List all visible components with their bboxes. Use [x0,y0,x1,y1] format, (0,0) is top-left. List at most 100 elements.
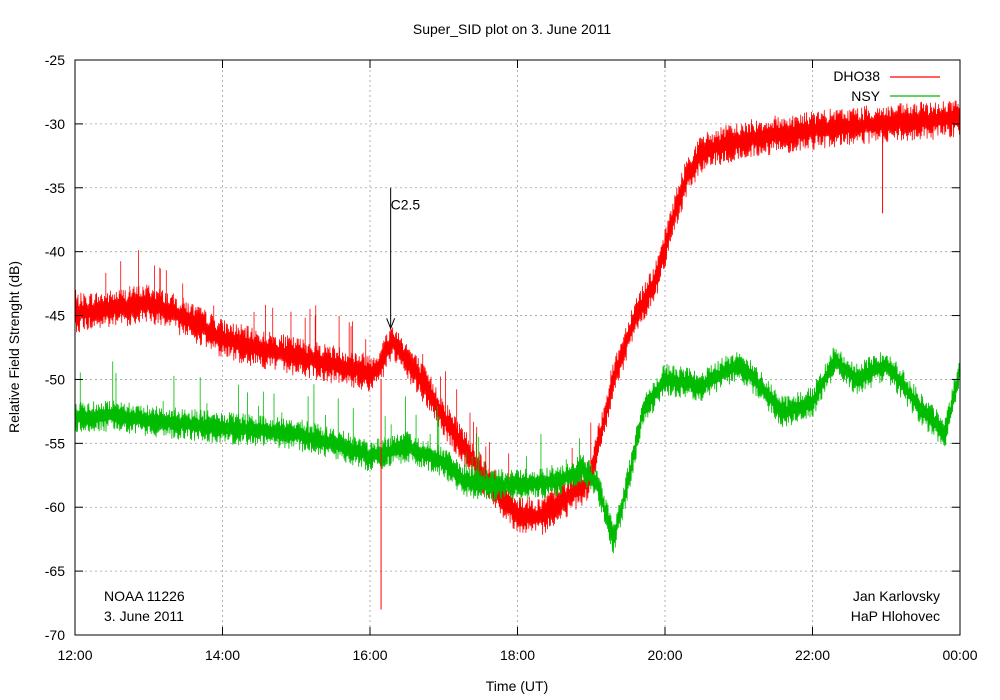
data-point-nsy [811,401,814,404]
data-point-nsy [782,412,784,414]
annotation-institution: HaP Hlohovec [851,608,940,624]
data-point-nsy [583,468,585,470]
x-axis-label: Time (UT) [486,678,548,694]
x-tick-label: 12:00 [57,647,92,663]
data-point-dho38 [465,449,467,451]
data-point-dho38 [583,484,585,487]
legend-label-nsy: NSY [851,88,880,104]
y-tick-label: -60 [45,499,65,515]
data-point-dho38 [634,314,637,317]
x-tick-label: 16:00 [352,647,387,663]
data-point-dho38 [148,302,150,304]
legend-label-dho38: DHO38 [833,68,880,84]
x-tick-label: 20:00 [647,647,682,663]
y-axis-label: Relative Field Strenght (dB) [6,261,22,433]
data-point-dho38 [516,513,519,515]
y-tick-label: -25 [45,52,65,68]
data-point-dho38 [428,391,430,393]
data-point-nsy [487,484,489,487]
data-point-dho38 [657,276,659,278]
data-point-nsy [111,414,113,416]
data-point-nsy [221,427,224,429]
data-point-nsy [738,363,740,365]
data-point-dho38 [922,120,924,122]
data-point-dho38 [369,372,371,374]
data-point-nsy [561,478,563,480]
data-point-nsy [516,483,519,485]
data-point-nsy [295,433,297,435]
data-point-dho38 [686,174,688,176]
annotation-noaa: NOAA 11226 [104,588,185,604]
x-tick-label: 18:00 [500,647,535,663]
data-point-dho38 [185,317,187,319]
data-point-nsy [369,455,371,457]
flare-annotation: C2.5 [386,187,421,330]
annotation-author: Jan Karlovsky [853,588,940,604]
y-tick-label: -65 [45,563,65,579]
y-tick-label: -55 [45,435,65,451]
tick-layer: -70 -65 -60 -55 -50 -45 -40 -35 -30 -25 12:00 14:00… [45,52,978,663]
y-tick-label: -70 [45,627,65,643]
data-point-dho38 [760,136,762,138]
data-point-dho38 [295,355,297,358]
grid-layer [75,60,960,635]
data-point-dho38 [391,340,393,342]
data-point-nsy [384,451,386,453]
chart-title: Super_SID plot on 3. June 2011 [413,21,611,37]
data-point-nsy [856,378,858,381]
data-point-nsy [406,446,408,448]
data-point-dho38 [376,368,378,370]
data-point-dho38 [111,308,113,310]
data-point-dho38 [258,348,260,350]
x-tick-label: 22:00 [795,647,830,663]
data-point-nsy [185,423,187,425]
y-tick-label: -50 [45,371,65,387]
data-point-nsy [760,385,762,387]
annotation-date: 3. June 2011 [104,608,184,624]
data-point-nsy [332,442,334,444]
data-point-nsy [642,410,644,412]
data-point-dho38 [716,146,718,148]
data-point-dho38 [561,500,563,502]
y-tick-label: -45 [45,308,65,324]
x-tick-label: 14:00 [205,647,240,663]
data-point-dho38 [406,359,408,361]
data-point-dho38 [443,417,445,419]
data-point-nsy [148,419,150,421]
data-point-nsy [443,461,445,464]
data-point-nsy [944,432,946,434]
data-point-nsy [922,410,924,412]
series-band-nsy [74,347,961,554]
data-point-nsy [664,378,666,381]
flare-arrow-head [386,318,396,330]
data-point-nsy [465,481,467,483]
data-point-dho38 [221,337,224,340]
data-point-dho38 [332,363,334,365]
data-point-nsy [612,538,614,540]
data-point-dho38 [539,516,541,519]
y-tick-label: -35 [45,180,65,196]
series-band-dho38 [74,100,961,535]
series-layer [74,100,961,610]
data-point-dho38 [671,219,673,221]
y-tick-label: -30 [45,116,65,132]
data-point-dho38 [885,123,887,125]
data-point-nsy [539,482,541,484]
data-point-nsy [834,359,836,361]
data-point-nsy [885,363,887,365]
data-point-dho38 [738,141,740,143]
data-point-nsy [627,481,629,483]
data-point-nsy [598,487,600,489]
data-point-dho38 [612,378,614,381]
legend: DHO38 NSY [833,68,940,104]
data-point-dho38 [848,125,850,128]
data-point-dho38 [701,152,703,154]
data-point-nsy [701,385,703,387]
x-tick-label: 00:00 [942,647,977,663]
y-tick-label: -40 [45,244,65,260]
data-point-dho38 [811,129,814,131]
flare-label: C2.5 [391,196,421,212]
data-point-nsy [258,429,260,432]
